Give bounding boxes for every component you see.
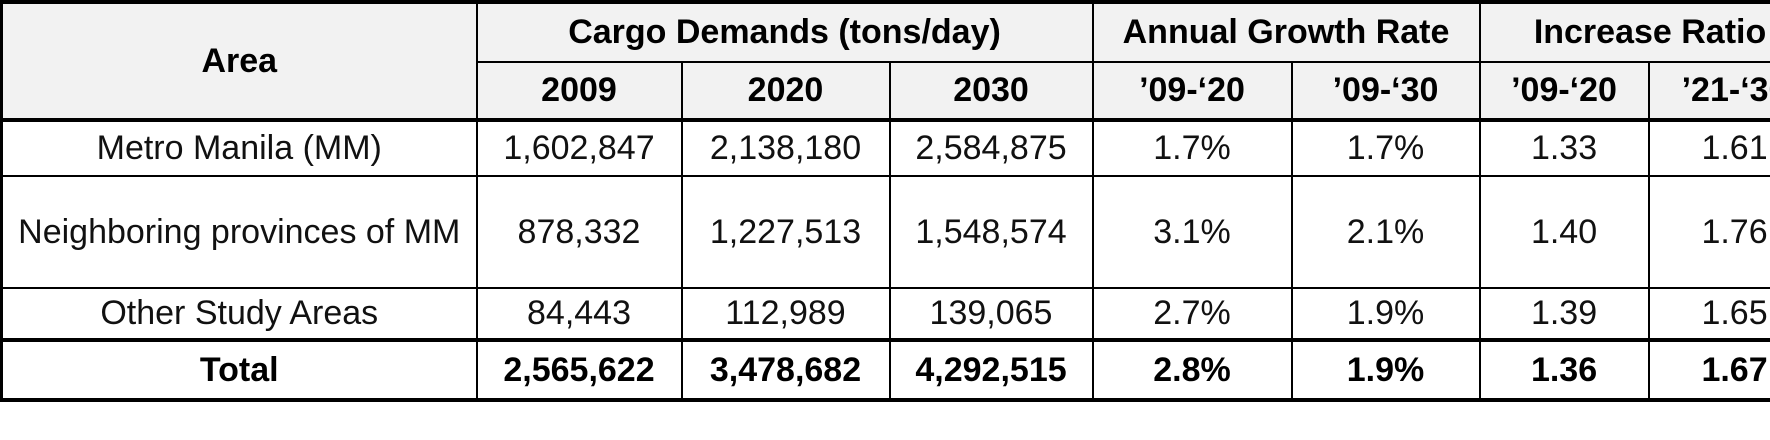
header-group-increase-ratio: Increase Ratio	[1478, 1, 1770, 63]
subheader-2009: 2009	[475, 61, 683, 122]
cell-ir-09-20: 1.39	[1478, 287, 1650, 341]
cell-agr-09-30: 1.9%	[1290, 338, 1481, 401]
cell-agr-09-30: 1.9%	[1290, 287, 1481, 341]
subheader-2020: 2020	[680, 61, 891, 122]
cell-ir-09-20: 1.36	[1478, 338, 1650, 401]
cell-agr-09-20: 1.7%	[1091, 119, 1293, 177]
cell-2020: 2,138,180	[680, 119, 891, 177]
header-area: Area	[0, 1, 478, 122]
cell-ir-21-30: 1.67	[1647, 338, 1770, 401]
cell-2020: 112,989	[680, 287, 891, 341]
cell-ir-09-20: 1.33	[1478, 119, 1650, 177]
subheader-ir-21-30: ’21-‘30	[1647, 61, 1770, 122]
row-label: Total	[0, 338, 478, 401]
cell-2009: 878,332	[475, 175, 683, 289]
table-row-total: Total 2,565,622 3,478,682 4,292,515 2.8%…	[0, 338, 1770, 401]
cell-2030: 1,548,574	[888, 175, 1094, 289]
cell-agr-09-30: 1.7%	[1290, 119, 1481, 177]
table-row-metro-manila: Metro Manila (MM) 1,602,847 2,138,180 2,…	[0, 119, 1770, 177]
cell-agr-09-20: 3.1%	[1091, 175, 1293, 289]
subheader-2030: 2030	[888, 61, 1094, 122]
cell-2009: 2,565,622	[475, 338, 683, 401]
subheader-agr-09-20: ’09-‘20	[1091, 61, 1293, 122]
cell-2030: 2,584,875	[888, 119, 1094, 177]
cell-2020: 1,227,513	[680, 175, 891, 289]
row-label: Neighboring provinces of MM	[0, 175, 478, 289]
row-label: Other Study Areas	[0, 287, 478, 341]
row-label: Metro Manila (MM)	[0, 119, 478, 177]
cell-ir-09-20: 1.40	[1478, 175, 1650, 289]
subheader-ir-09-20: ’09-‘20	[1478, 61, 1650, 122]
cell-ir-21-30: 1.61	[1647, 119, 1770, 177]
table-row-other-study-areas: Other Study Areas 84,443 112,989 139,065…	[0, 287, 1770, 341]
subheader-agr-09-30: ’09-‘30	[1290, 61, 1481, 122]
table-row-neighboring-provinces: Neighboring provinces of MM 878,332 1,22…	[0, 175, 1770, 289]
header-group-cargo-demands: Cargo Demands (tons/day)	[475, 1, 1094, 63]
cell-agr-09-20: 2.7%	[1091, 287, 1293, 341]
cell-ir-21-30: 1.65	[1647, 287, 1770, 341]
cell-2009: 84,443	[475, 287, 683, 341]
cell-ir-21-30: 1.76	[1647, 175, 1770, 289]
header-group-annual-growth-rate: Annual Growth Rate	[1091, 1, 1481, 63]
cell-agr-09-20: 2.8%	[1091, 338, 1293, 401]
cell-2009: 1,602,847	[475, 119, 683, 177]
cargo-demands-table: Area Cargo Demands (tons/day) Annual Gro…	[0, 0, 1770, 402]
cell-2030: 4,292,515	[888, 338, 1094, 401]
cell-2020: 3,478,682	[680, 338, 891, 401]
cell-agr-09-30: 2.1%	[1290, 175, 1481, 289]
cell-2030: 139,065	[888, 287, 1094, 341]
